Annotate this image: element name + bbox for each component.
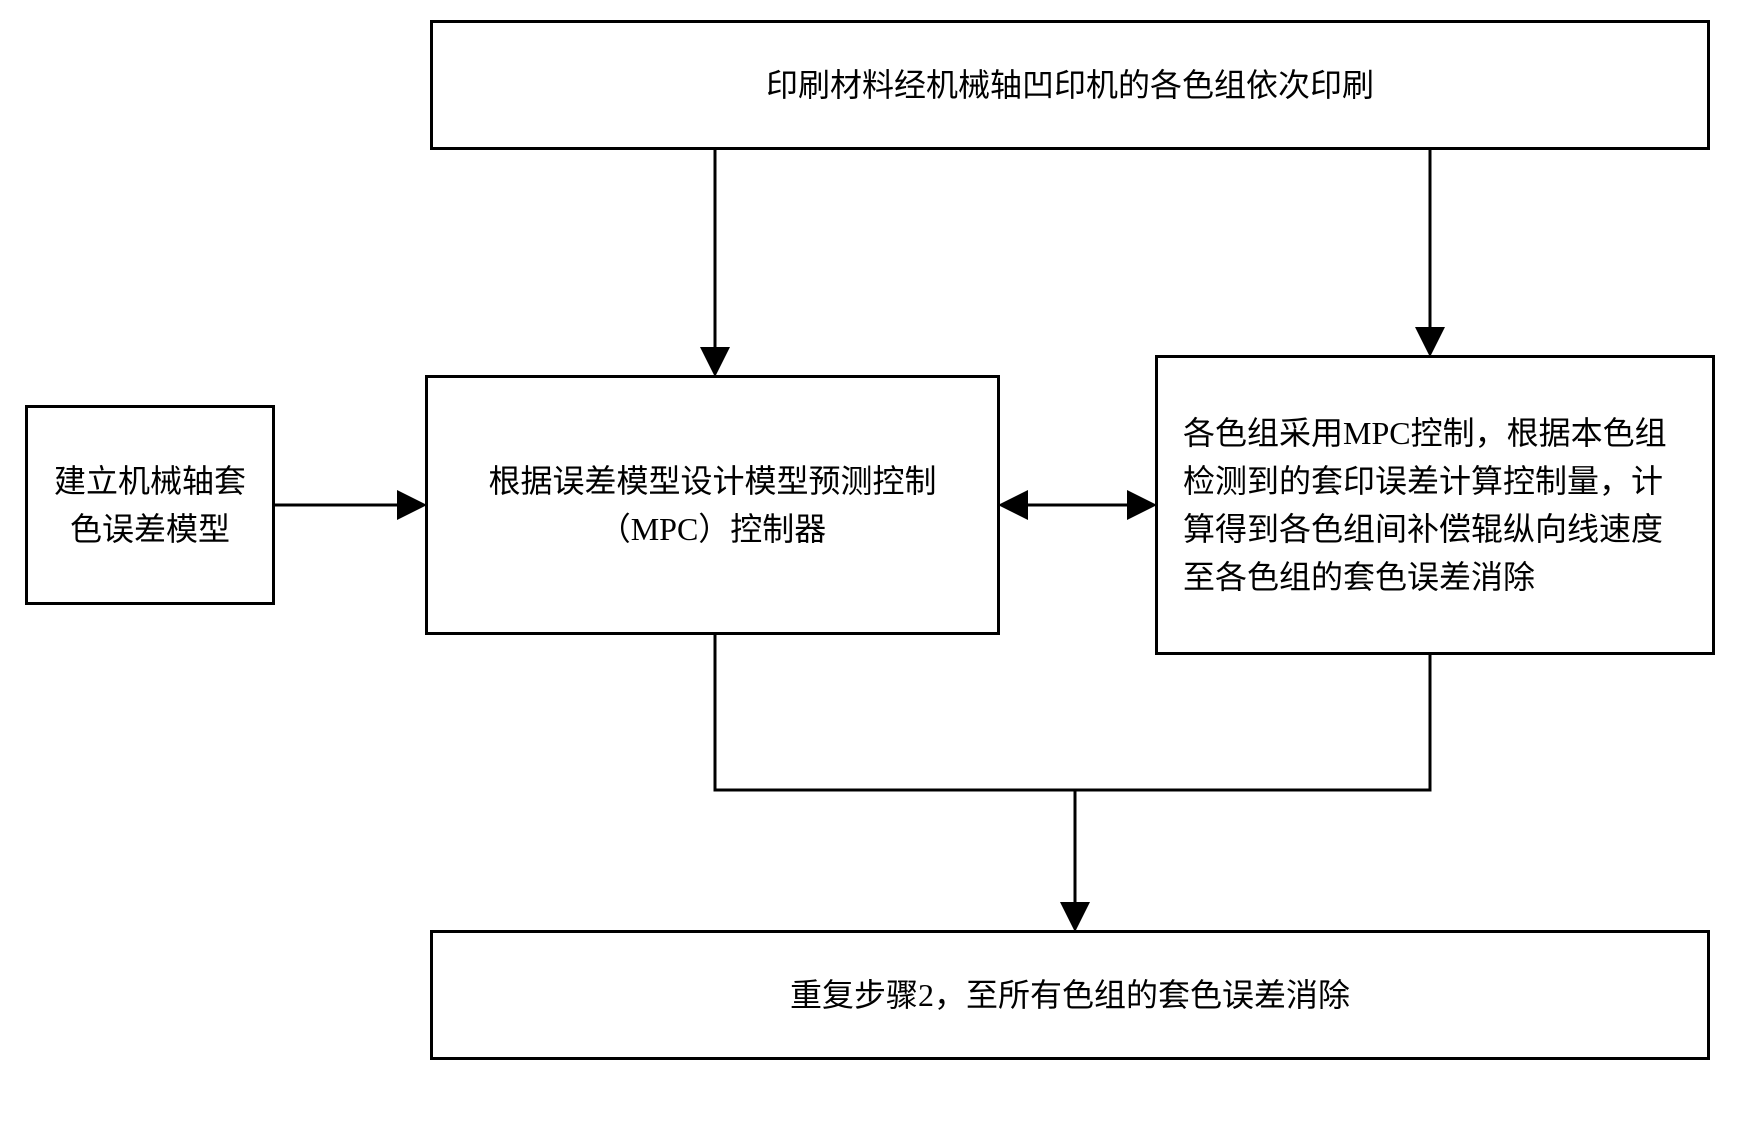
node-bottom: 重复步骤2，至所有色组的套色误差消除 <box>430 930 1710 1060</box>
node-right-text: 各色组采用MPC控制，根据本色组检测到的套印误差计算控制量，计算得到各色组间补偿… <box>1183 409 1687 601</box>
node-top: 印刷材料经机械轴凹印机的各色组依次印刷 <box>430 20 1710 150</box>
node-mid: 根据误差模型设计模型预测控制（MPC）控制器 <box>425 375 1000 635</box>
arrow-merge-to-bottom <box>715 635 1430 926</box>
node-bottom-text: 重复步骤2，至所有色组的套色误差消除 <box>790 971 1350 1019</box>
node-right: 各色组采用MPC控制，根据本色组检测到的套印误差计算控制量，计算得到各色组间补偿… <box>1155 355 1715 655</box>
node-top-text: 印刷材料经机械轴凹印机的各色组依次印刷 <box>766 61 1374 109</box>
node-mid-text: 根据误差模型设计模型预测控制（MPC）控制器 <box>448 457 977 553</box>
node-left-text: 建立机械轴套色误差模型 <box>48 457 252 553</box>
node-left: 建立机械轴套色误差模型 <box>25 405 275 605</box>
